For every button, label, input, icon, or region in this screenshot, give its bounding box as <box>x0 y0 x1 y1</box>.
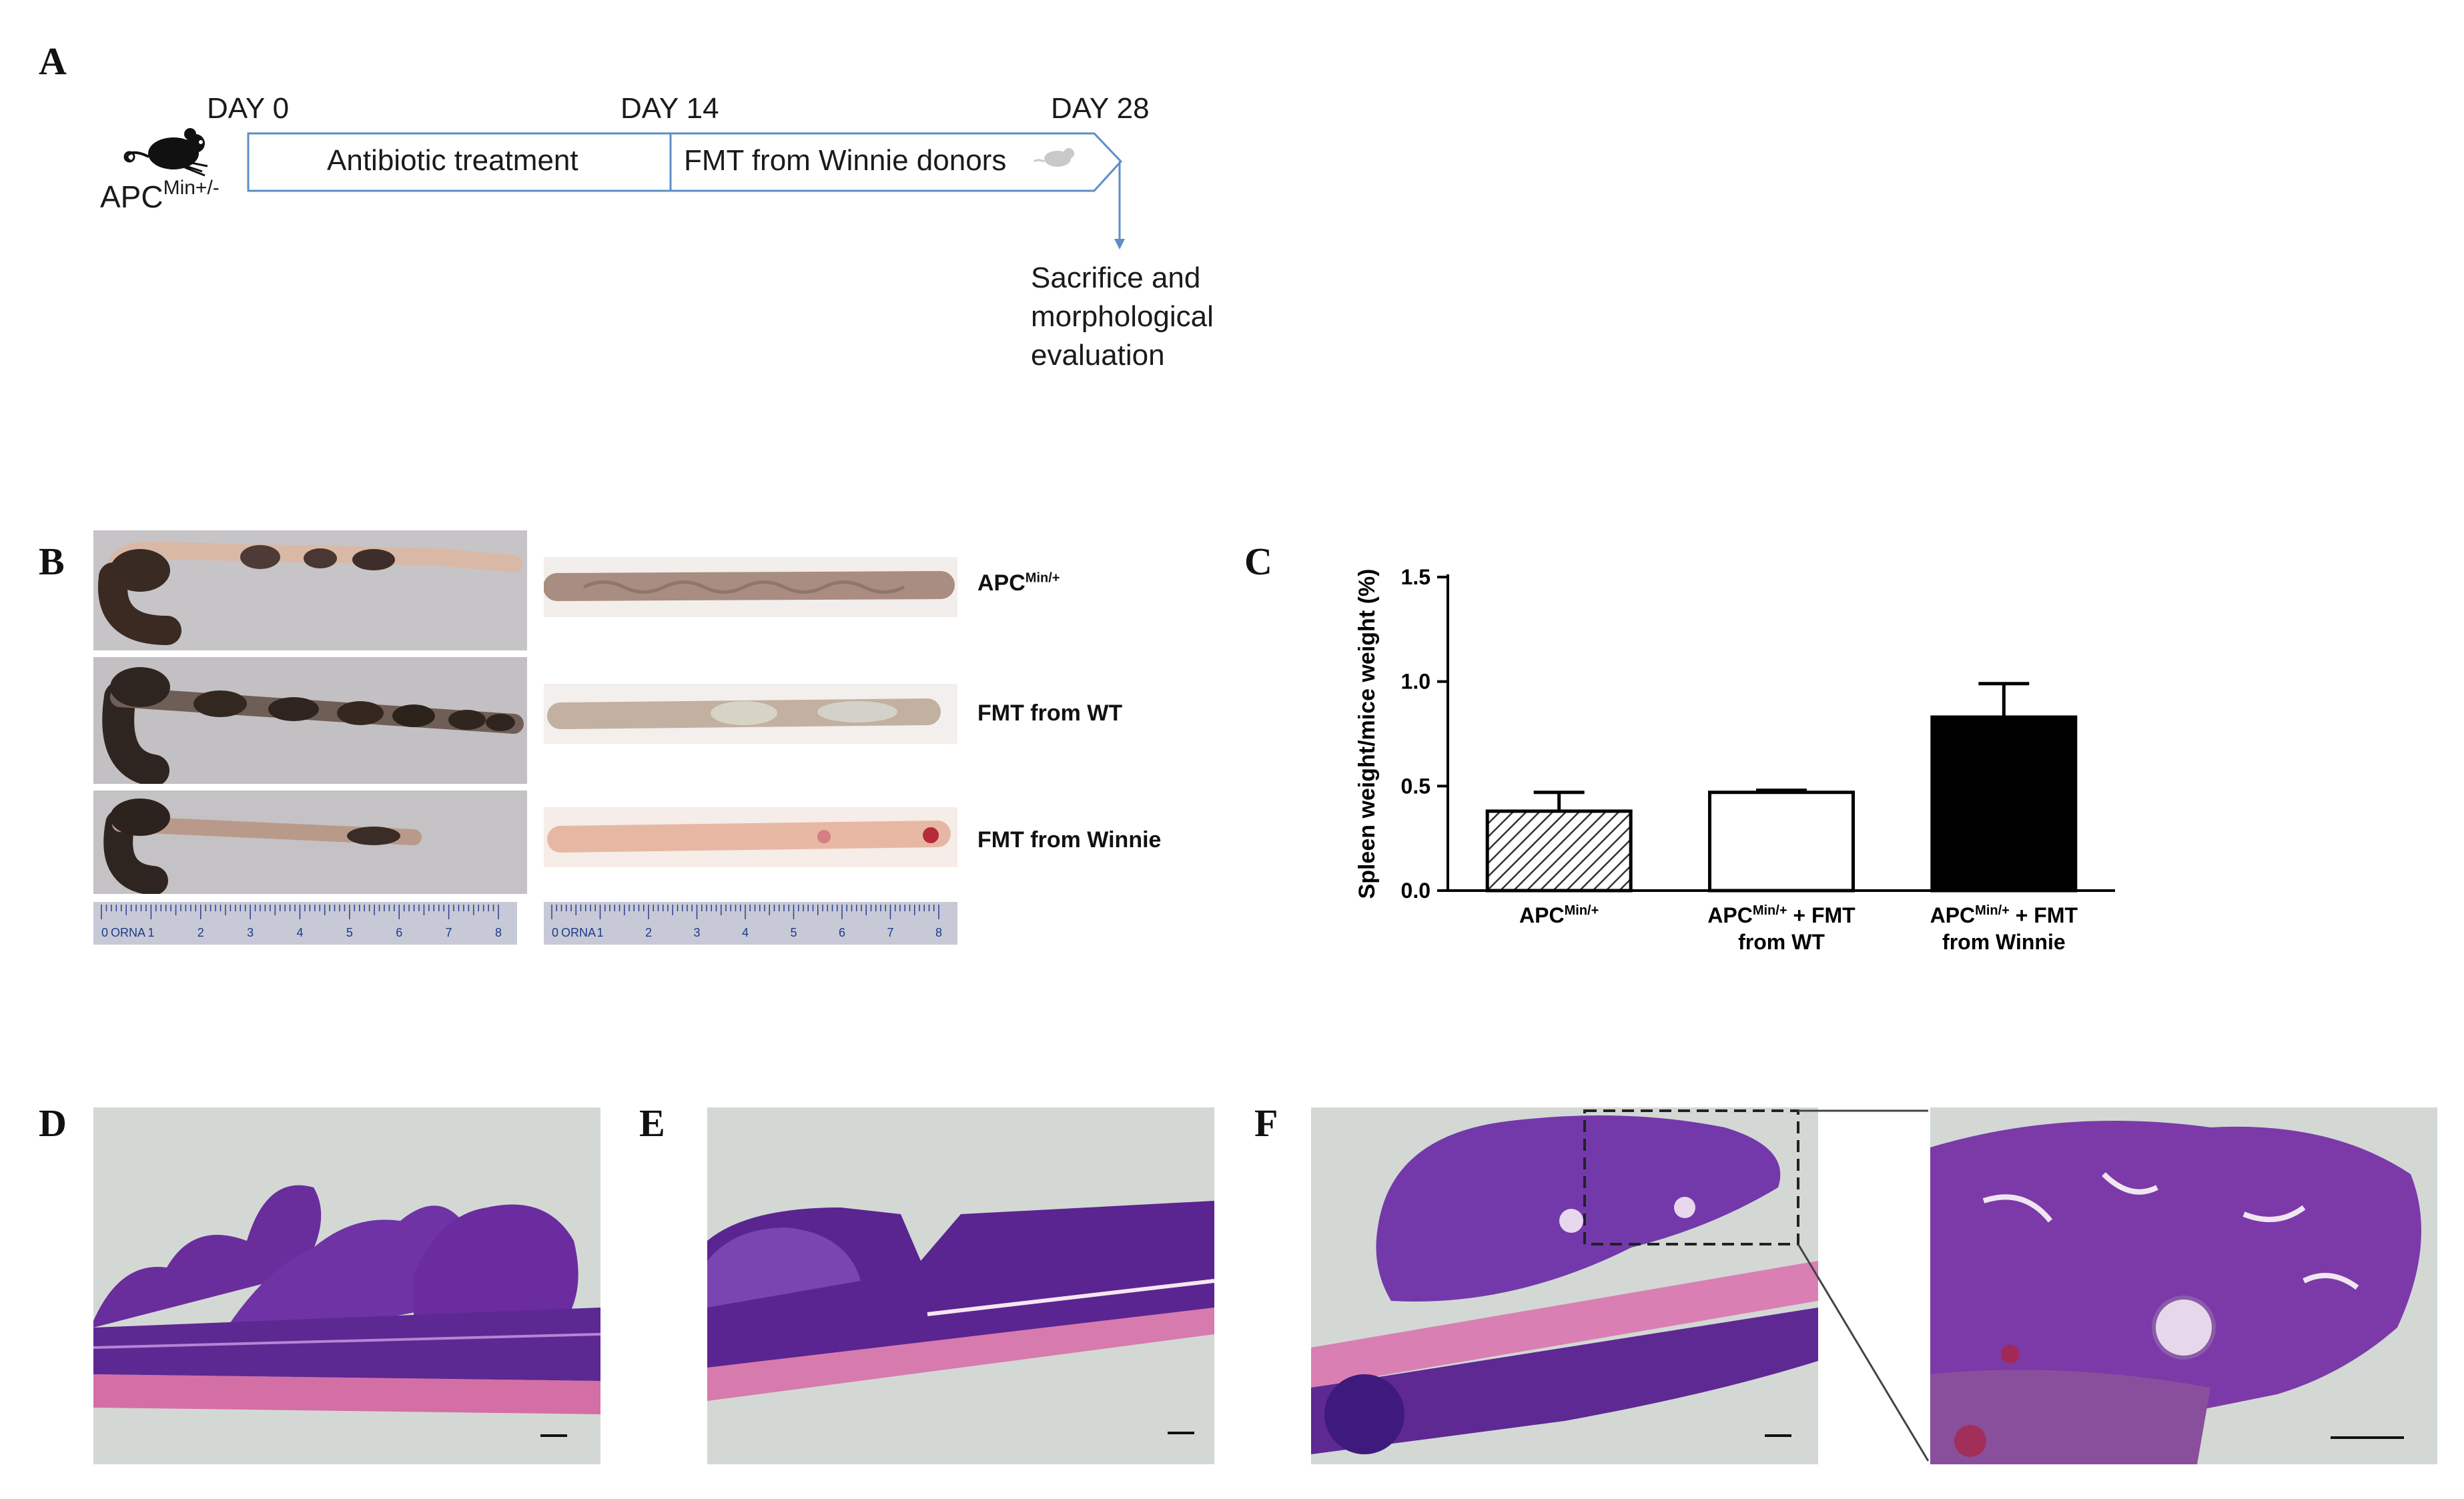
ruler-number: 1 <box>597 926 604 939</box>
ruler-number: 4 <box>742 926 749 939</box>
histology-image-f-zoom <box>1930 1107 2437 1464</box>
panel-label-b: B <box>39 540 65 583</box>
bar <box>1485 809 1633 893</box>
intestine-photo-winnie-left <box>93 791 527 894</box>
panel-label-e: E <box>639 1101 665 1145</box>
group-label-fmt-winnie: FMT from Winnie <box>977 827 1162 853</box>
day14-label: DAY 14 <box>621 92 719 125</box>
bar <box>1708 791 1855 893</box>
ruler-number: 2 <box>645 926 652 939</box>
spleen-weight-chart: 0.0 0.5 1.0 1.5 Spleen weight/mice weight (%… <box>1354 565 2115 954</box>
ruler-number: 0 <box>552 926 558 939</box>
ruler-number: 2 <box>197 926 204 939</box>
ruler-number: 0 <box>101 926 108 939</box>
zoom-connector <box>1797 1109 1930 1462</box>
histology-image-e <box>707 1107 1214 1464</box>
ruler-number: 5 <box>791 926 797 939</box>
intestine-photo-apc-left <box>93 530 527 650</box>
endpoint-line-1: Sacrifice and <box>1031 262 1201 294</box>
colon-photo-apc-right <box>544 557 957 617</box>
group-label-fmt-wt: FMT from WT <box>977 700 1123 726</box>
colon-photo-wt-right <box>544 684 957 744</box>
histology-image-d <box>93 1107 600 1464</box>
day0-label: DAY 0 <box>207 92 290 125</box>
x-tick-label: APCMin/+ <box>1519 903 1599 927</box>
phase-antibiotic-label: Antibiotic treatment <box>327 144 578 177</box>
bar <box>1930 715 2078 893</box>
panel-label-a: A <box>39 39 67 83</box>
ruler-number: 1 <box>147 926 154 939</box>
y-tick-label: 1.5 <box>1401 565 1430 589</box>
histology-image-f <box>1311 1107 1818 1464</box>
ruler-number: 6 <box>396 926 402 939</box>
mouse-icon <box>123 128 208 177</box>
ruler-number: 7 <box>887 926 894 939</box>
mouse-genotype-label: APCMin+/- <box>100 176 220 214</box>
intestine-photo-wt-left <box>93 657 527 784</box>
endpoint-line-2: morphological <box>1031 300 1214 333</box>
endpoint-line-3: evaluation <box>1031 339 1165 372</box>
panel-label-f: F <box>1254 1101 1278 1145</box>
x-tick-label: APCMin/+ + FMT <box>1930 903 2078 927</box>
x-tick-label: from Winnie <box>1942 930 2066 954</box>
ruler-brand: ORNA <box>561 926 596 939</box>
ruler-number: 4 <box>297 926 304 939</box>
ruler-number: 8 <box>495 926 502 939</box>
y-tick-label: 1.0 <box>1401 670 1430 694</box>
ruler-number: 3 <box>247 926 254 939</box>
y-tick-label: 0.5 <box>1401 774 1430 798</box>
ruler-number: 8 <box>935 926 942 939</box>
y-axis-label: Spleen weight/mice weight (%) <box>1354 569 1380 899</box>
timeline-arrow <box>247 132 1125 249</box>
y-tick-label: 0.0 <box>1401 879 1430 903</box>
ruler-number: 7 <box>446 926 452 939</box>
ruler-right: 0 ORNA 1 2 3 4 5 6 7 8 <box>544 902 957 945</box>
ruler-number: 3 <box>694 926 701 939</box>
ruler-number: 6 <box>839 926 845 939</box>
ruler-left: 0 ORNA 1 2 3 4 5 6 7 8 <box>93 902 517 945</box>
day28-label: DAY 28 <box>1051 92 1150 125</box>
panel-label-d: D <box>39 1101 67 1145</box>
x-tick-label: APCMin/+ + FMT <box>1707 903 1856 927</box>
x-tick-label: from WT <box>1738 930 1825 954</box>
phase-fmt-label: FMT from Winnie donors <box>684 144 1007 177</box>
panel-label-c: C <box>1244 540 1272 583</box>
ruler-number: 5 <box>346 926 353 939</box>
ruler-brand: ORNA <box>111 926 145 939</box>
group-label-apc: APCMin/+ <box>977 570 1060 596</box>
colon-photo-winnie-right <box>544 807 957 867</box>
